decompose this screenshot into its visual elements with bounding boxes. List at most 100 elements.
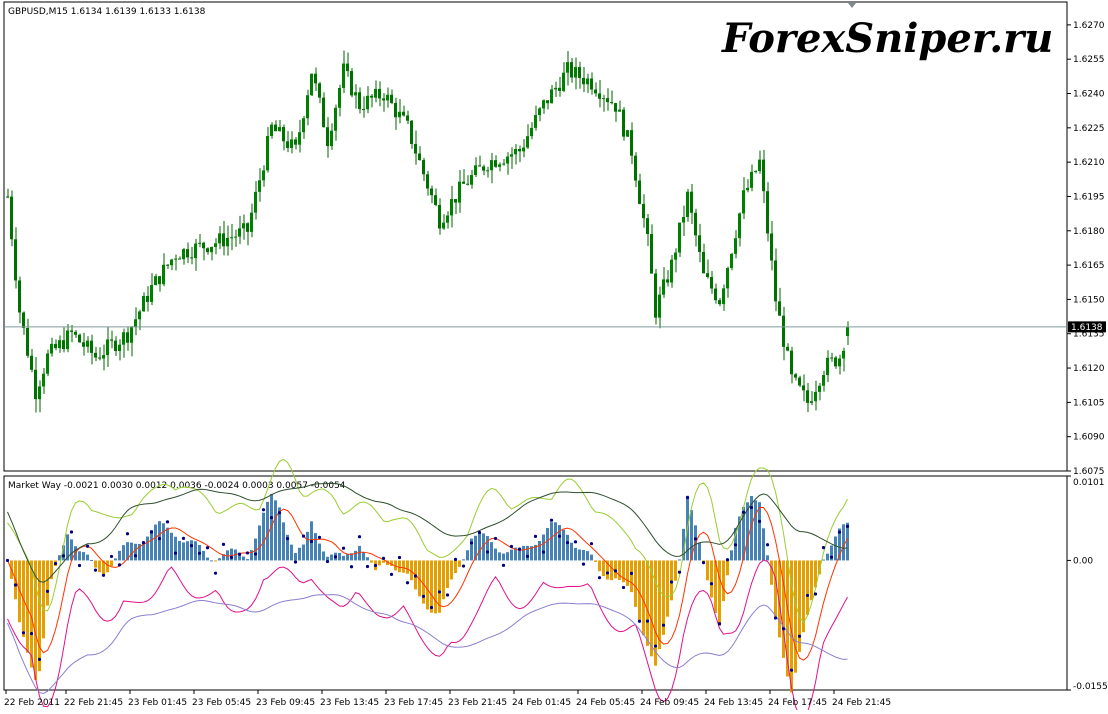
histogram-bar (682, 528, 685, 561)
time-axis: 22 Feb 2011 22 Feb 21:45 23 Feb 01:45 23 Fe… (4, 690, 891, 708)
histogram-bar (170, 532, 173, 561)
signal-dot (789, 668, 794, 672)
candle (470, 169, 473, 189)
upper-band-line (7, 458, 848, 624)
histogram-bar (474, 535, 477, 561)
histogram-bar (470, 538, 473, 561)
candle (614, 102, 617, 122)
histogram-bar (650, 560, 653, 657)
candle (822, 370, 825, 392)
signal-dot (797, 634, 802, 638)
candle (454, 199, 457, 215)
histogram-bar (410, 560, 413, 581)
candle (706, 259, 709, 279)
candle (450, 185, 453, 228)
price-tick-label: 1.6240 (1073, 90, 1105, 100)
histogram-bar (714, 560, 717, 613)
candle (34, 356, 37, 413)
histogram-bar (706, 560, 709, 581)
histogram-bar (458, 560, 461, 567)
candle (110, 330, 113, 349)
histogram-bar (814, 560, 817, 588)
candle (166, 264, 169, 270)
signal-dot (357, 535, 362, 539)
histogram-bar (274, 500, 277, 561)
candle (666, 270, 669, 287)
time-tick-label: 24 Feb 09:45 (640, 698, 699, 708)
candle (526, 124, 529, 150)
signal-dot (53, 561, 58, 566)
price-tick-label: 1.6090 (1073, 433, 1105, 443)
signal-dot (333, 555, 338, 559)
price-tick-label: 1.6105 (1073, 398, 1105, 408)
outer-lower-line (7, 594, 848, 694)
price-panel[interactable]: GBPUSD,M15 1.6134 1.6139 1.6133 1.6138 F… (3, 1, 1106, 477)
candle (758, 150, 761, 174)
histogram-bar (718, 560, 721, 626)
candle (178, 256, 181, 260)
candle (570, 57, 573, 83)
candle (498, 162, 501, 172)
histogram-bar (430, 560, 433, 613)
signal-dot (501, 563, 506, 567)
candle (626, 129, 629, 137)
histogram-bar (758, 502, 761, 561)
signal-dot (549, 518, 554, 522)
signal-dot (421, 594, 426, 598)
indicator-header: Market Way -0.0021 0.0030 0.0012 0.0036 … (8, 481, 346, 491)
signal-dot (397, 555, 402, 560)
histogram-bar (242, 556, 245, 561)
candle (78, 333, 81, 343)
candle (426, 170, 429, 196)
histogram-bar (478, 533, 481, 561)
candle (210, 246, 213, 261)
histogram-bar (282, 522, 285, 561)
histogram-bar (574, 547, 577, 561)
histogram-bar (370, 560, 373, 563)
signal-dot (661, 623, 666, 627)
candle (542, 99, 545, 114)
candle (386, 87, 389, 108)
candle (334, 104, 337, 141)
histogram-bar (238, 552, 241, 561)
candle (834, 355, 837, 369)
signal-dot (509, 544, 514, 549)
candle (86, 336, 89, 353)
signal-dot (277, 511, 282, 515)
histogram-bar (542, 534, 545, 561)
histogram-bar (358, 545, 361, 561)
histogram-bar (586, 551, 589, 561)
candle (766, 182, 769, 242)
indicator-panel[interactable]: Market Way -0.0021 0.0030 0.0012 0.0036 … (3, 458, 1108, 714)
candle (102, 344, 105, 371)
candle (38, 380, 41, 413)
histogram-bar (738, 516, 741, 561)
histogram-bar (690, 510, 693, 561)
histogram-bar (834, 536, 837, 561)
signal-dot (133, 554, 138, 558)
signal-dot (157, 536, 162, 541)
histogram-bar (250, 550, 253, 561)
candle (502, 159, 505, 166)
histogram-bar (838, 528, 841, 561)
signal-dot (733, 543, 738, 547)
indicator-tick-label: 0.0101 (1073, 478, 1105, 488)
candle (842, 347, 845, 372)
histogram-bar (346, 554, 349, 561)
signal-dot (229, 555, 234, 560)
signal-dot (477, 530, 482, 535)
histogram-bar (786, 560, 789, 677)
histogram-bar (778, 560, 781, 638)
signal-line (7, 506, 848, 661)
shift-marker-icon[interactable] (848, 3, 856, 8)
signal-dot (765, 543, 770, 547)
signal-dot (77, 563, 82, 568)
histogram-bar (390, 560, 393, 566)
candle (122, 328, 125, 358)
candle (158, 275, 161, 292)
histogram-bar (526, 545, 529, 561)
candle (730, 252, 733, 271)
histogram-bar (138, 543, 141, 561)
histogram-bar (578, 549, 581, 561)
